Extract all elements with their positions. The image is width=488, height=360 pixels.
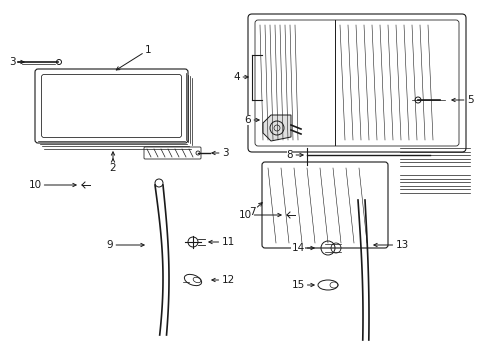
Text: 12: 12 — [211, 275, 234, 285]
Text: 8: 8 — [286, 150, 303, 160]
Text: 4: 4 — [233, 72, 247, 82]
Text: 10: 10 — [238, 210, 281, 220]
Text: 2: 2 — [109, 159, 116, 173]
Text: 1: 1 — [116, 45, 151, 70]
Text: 14: 14 — [291, 243, 313, 253]
Text: 11: 11 — [208, 237, 234, 247]
Text: 13: 13 — [373, 240, 408, 250]
Polygon shape — [263, 115, 290, 141]
Text: 15: 15 — [291, 280, 313, 290]
Text: 5: 5 — [451, 95, 472, 105]
Text: 7: 7 — [248, 203, 262, 217]
Text: 3: 3 — [211, 148, 228, 158]
Text: 10: 10 — [28, 180, 76, 190]
Text: 9: 9 — [106, 240, 144, 250]
Text: 6: 6 — [244, 115, 259, 125]
Text: 3: 3 — [9, 57, 24, 67]
